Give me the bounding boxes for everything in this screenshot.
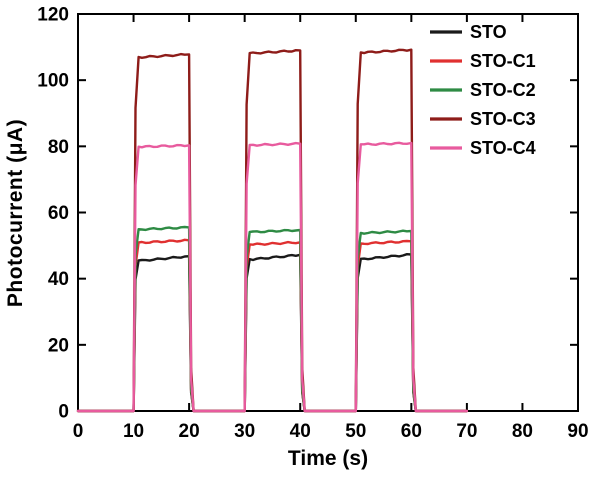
x-tick-label: 70 xyxy=(456,421,477,442)
y-tick-label: 100 xyxy=(37,71,69,92)
x-tick-label: 60 xyxy=(401,421,422,442)
legend-label-sto-c1: STO-C1 xyxy=(470,51,536,71)
series-line-sto-c1 xyxy=(76,238,469,413)
legend-label-sto: STO xyxy=(470,22,507,42)
y-tick-label: 80 xyxy=(48,137,69,158)
series-line-sto xyxy=(76,253,469,413)
x-tick-label: 50 xyxy=(345,421,366,442)
series-line-sto-c3 xyxy=(76,48,469,413)
legend-label-sto-c2: STO-C2 xyxy=(470,80,536,100)
y-tick-label: 20 xyxy=(48,335,69,356)
axes-frame xyxy=(77,13,579,412)
y-tick-label: 60 xyxy=(48,203,69,224)
x-tick-label: 20 xyxy=(179,421,200,442)
y-tick-label: 40 xyxy=(48,269,69,290)
x-axis-label: Time (s) xyxy=(287,447,369,470)
series-line-sto-c4 xyxy=(76,141,469,413)
x-tick-label: 0 xyxy=(73,421,84,442)
x-tick-label: 80 xyxy=(512,421,533,442)
x-tick-label: 90 xyxy=(567,421,588,442)
legend-label-sto-c3: STO-C3 xyxy=(470,109,536,129)
y-tick-label: 120 xyxy=(37,5,69,26)
x-tick-label: 40 xyxy=(290,421,311,442)
x-tick-label: 30 xyxy=(234,421,255,442)
y-axis-label: Photocurrent (μA) xyxy=(4,118,27,308)
series-line-sto-c2 xyxy=(76,225,469,413)
y-tick-label: 0 xyxy=(58,402,69,423)
legend-label-sto-c4: STO-C4 xyxy=(470,138,536,158)
x-tick-label: 10 xyxy=(123,421,144,442)
